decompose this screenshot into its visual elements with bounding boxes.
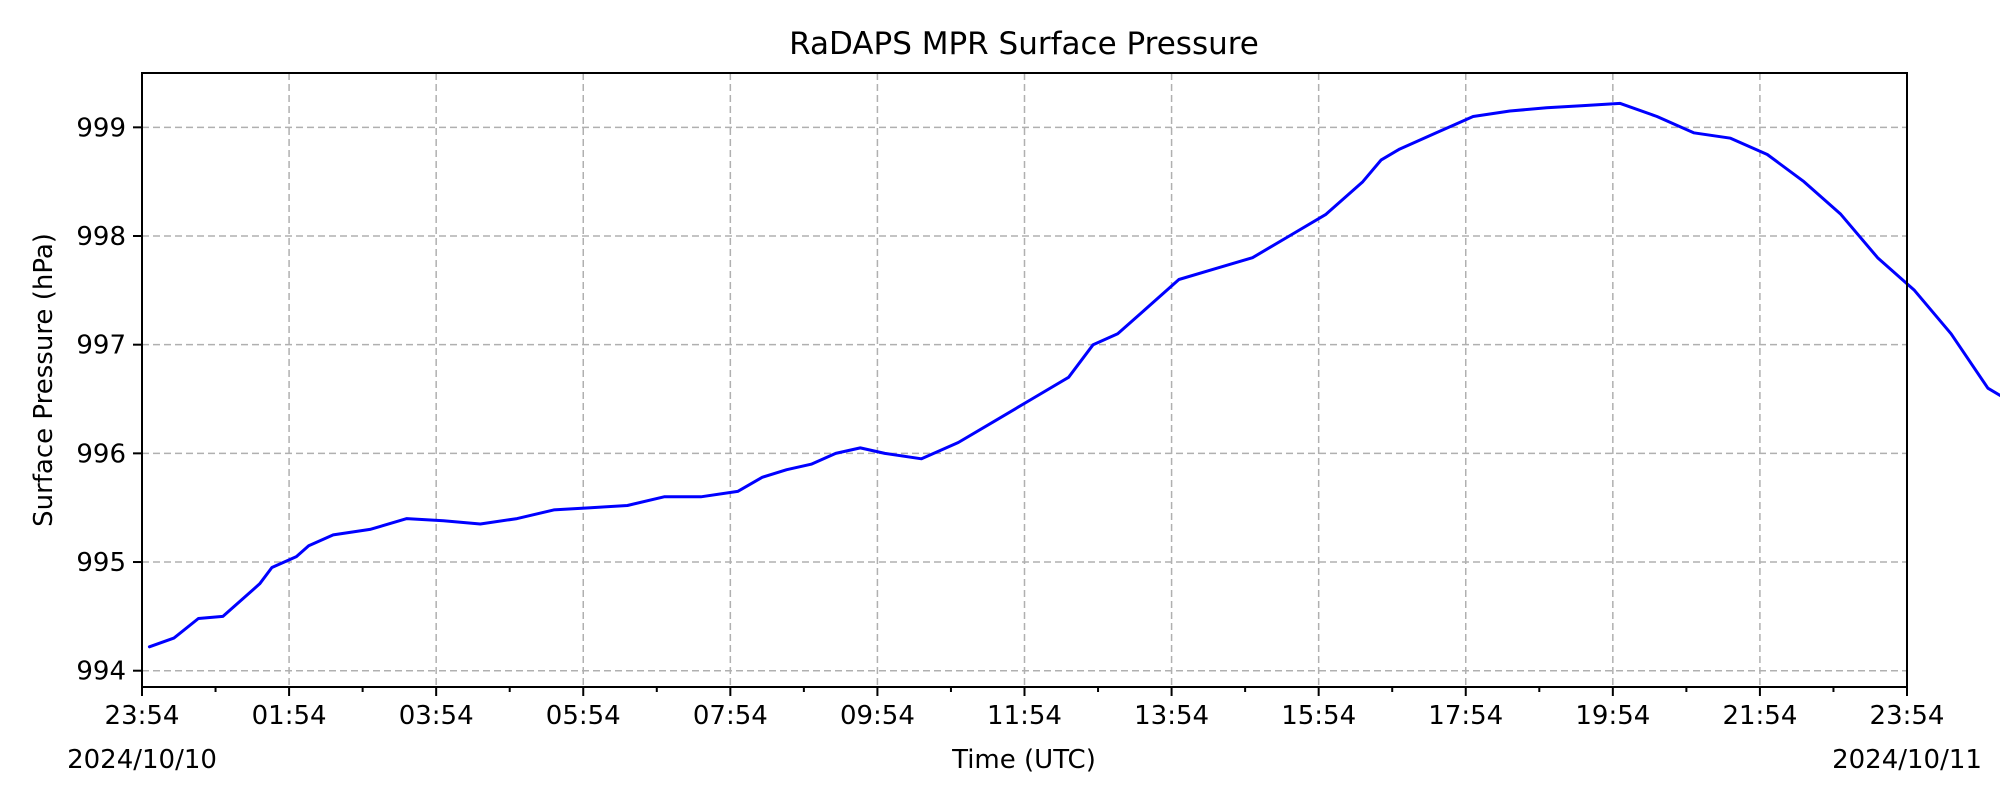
x-tick-label: 11:54 bbox=[987, 701, 1062, 731]
y-tick-label: 999 bbox=[76, 113, 126, 143]
x-tick-label: 21:54 bbox=[1722, 701, 1797, 731]
gridlines bbox=[142, 73, 1907, 687]
x-axis-end-date: 2024/10/11 bbox=[1832, 745, 1982, 775]
x-tick-label: 01:54 bbox=[252, 701, 327, 731]
x-tick-label: 09:54 bbox=[840, 701, 915, 731]
y-tick-label: 994 bbox=[76, 657, 126, 687]
x-tick-label: 05:54 bbox=[546, 701, 621, 731]
y-tick-label: 997 bbox=[76, 331, 126, 361]
y-tick-label: 995 bbox=[76, 548, 126, 578]
x-tick-label: 23:54 bbox=[105, 701, 180, 731]
x-tick-label: 03:54 bbox=[399, 701, 474, 731]
y-tick-label: 996 bbox=[76, 439, 126, 469]
x-axis-start-date: 2024/10/10 bbox=[67, 745, 217, 775]
x-tick-label: 15:54 bbox=[1281, 701, 1356, 731]
y-axis-ticks: 994 995 996 997 998 999 bbox=[76, 113, 142, 687]
x-tick-label: 07:54 bbox=[693, 701, 768, 731]
y-tick-label: 998 bbox=[76, 222, 126, 252]
chart-title: RaDAPS MPR Surface Pressure bbox=[789, 26, 1259, 62]
x-axis-ticks: 23:54 01:54 03:54 05:54 07:54 09:54 11:54 13:54… bbox=[105, 687, 1945, 731]
x-tick-label: 23:54 bbox=[1870, 701, 1945, 731]
x-axis-label: Time (UTC) bbox=[951, 745, 1096, 775]
x-tick-label: 13:54 bbox=[1134, 701, 1209, 731]
data-series bbox=[147, 101, 2000, 649]
pressure-line-segment bbox=[147, 101, 2000, 649]
x-tick-label: 17:54 bbox=[1428, 701, 1503, 731]
x-tick-label: 19:54 bbox=[1575, 701, 1650, 731]
y-axis-label: Surface Pressure (hPa) bbox=[29, 233, 59, 527]
